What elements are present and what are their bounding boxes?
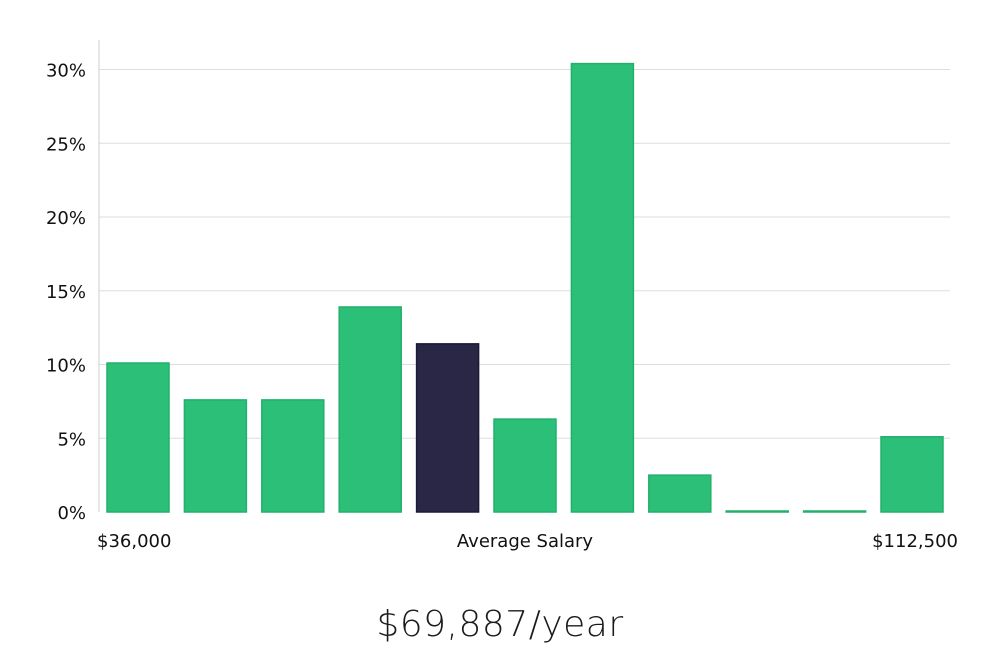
bar-average-salary: [415, 343, 480, 513]
bar-10: [802, 510, 867, 513]
y-tick-label: 15%: [46, 282, 86, 303]
y-tick-label: 10%: [46, 356, 86, 377]
y-tick-label: 5%: [57, 429, 86, 450]
bar-8: [648, 474, 712, 513]
bars: [106, 62, 944, 513]
grid-lines: [99, 69, 950, 439]
y-tick-label: 0%: [57, 503, 86, 524]
bar-4: [338, 306, 402, 513]
bar-9: [725, 510, 789, 513]
y-tick-label: 20%: [46, 208, 86, 229]
bar-1: [106, 362, 170, 513]
bar-2: [183, 399, 248, 513]
salary-distribution-chart: 0% 5% 10% 15% 20% 25% 30% $36,000 Average Sala…: [46, 40, 958, 552]
bar-3: [261, 399, 325, 513]
y-tick-label: 30%: [46, 61, 86, 82]
bar-7: [570, 62, 635, 513]
x-max-label: $112,500: [872, 531, 958, 552]
y-axis-ticks: 0% 5% 10% 15% 20% 25% 30%: [46, 61, 86, 525]
y-tick-label: 25%: [46, 134, 86, 155]
x-min-label: $36,000: [97, 531, 171, 552]
bar-11: [880, 436, 944, 513]
bar-6: [493, 418, 557, 513]
average-salary-headline: $69,887/year: [376, 604, 624, 645]
x-center-label: Average Salary: [457, 531, 594, 552]
